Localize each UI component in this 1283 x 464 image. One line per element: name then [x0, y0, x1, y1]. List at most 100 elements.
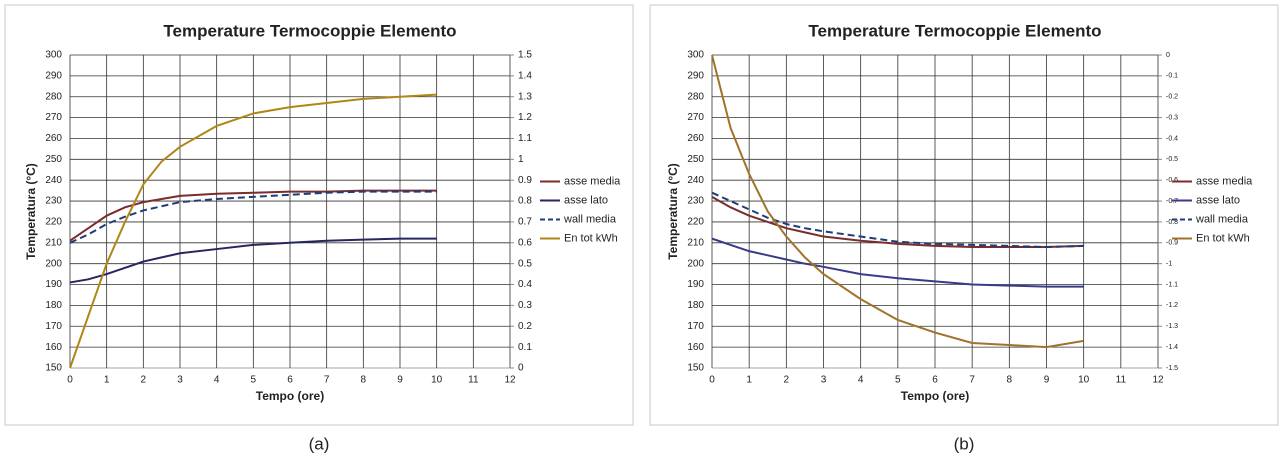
- legend-label: asse lato: [564, 194, 608, 206]
- y-tick-label: 190: [687, 279, 704, 290]
- x-tick-label: 9: [397, 375, 403, 386]
- y2-tick-label: -0.9: [1166, 240, 1178, 247]
- x-tick-label: 6: [932, 375, 938, 386]
- x-tick-label: 10: [1078, 375, 1090, 386]
- y2-tick-label: -1.3: [1166, 323, 1178, 330]
- y-tick-label: 180: [45, 300, 62, 311]
- y2-tick-label: -0.4: [1166, 135, 1178, 142]
- legend-label: En tot kWh: [564, 232, 618, 244]
- x-tick-label: 8: [1007, 375, 1013, 386]
- y2-tick-label: 0.2: [518, 321, 532, 332]
- x-tick-label: 12: [504, 375, 516, 386]
- x-tick-label: 3: [177, 375, 183, 386]
- y2-tick-label: -1.1: [1166, 281, 1178, 288]
- legend-label: En tot kWh: [1196, 232, 1250, 244]
- y-tick-label: 250: [45, 154, 62, 165]
- y-tick-label: 150: [687, 363, 704, 374]
- y-tick-label: 300: [45, 50, 62, 61]
- y2-tick-label: -0.3: [1166, 114, 1178, 121]
- y-tick-label: 160: [45, 342, 62, 353]
- chart-title: Temperature Termocoppie Elemento: [808, 21, 1101, 40]
- y2-tick-label: -0.5: [1166, 156, 1178, 163]
- y-tick-label: 230: [687, 196, 704, 207]
- y-tick-label: 260: [45, 133, 62, 144]
- x-tick-label: 9: [1044, 375, 1050, 386]
- y2-tick-label: 0.5: [518, 258, 532, 269]
- x-tick-label: 7: [324, 375, 330, 386]
- y2-tick-label: 1: [518, 154, 524, 165]
- legend-label: wall media: [1195, 213, 1249, 225]
- legend-label: asse media: [1196, 175, 1253, 187]
- y2-tick-label: 0.6: [518, 237, 532, 248]
- series-line: [711, 196, 1084, 248]
- y2-tick-label: 0.7: [518, 217, 532, 228]
- series-line: [711, 54, 1084, 349]
- y-tick-label: 160: [687, 342, 704, 353]
- y2-tick-label: 1.2: [518, 112, 532, 123]
- series-line: [69, 237, 437, 284]
- y-tick-label: 220: [687, 217, 704, 228]
- y-tick-label: 170: [45, 321, 62, 332]
- y-tick-label: 150: [45, 363, 62, 374]
- y2-tick-label: 0.9: [518, 175, 532, 186]
- x-tick-label: 4: [858, 375, 864, 386]
- x-tick-label: 4: [214, 375, 220, 386]
- x-tick-label: 5: [895, 375, 901, 386]
- x-tick-label: 0: [67, 375, 73, 386]
- x-tick-label: 7: [969, 375, 975, 386]
- y-tick-label: 290: [45, 71, 62, 82]
- chart-frame: [4, 4, 634, 426]
- y2-tick-label: -0.1: [1166, 73, 1178, 80]
- y-tick-label: 270: [687, 112, 704, 123]
- x-tick-label: 8: [361, 375, 367, 386]
- caption: (b): [954, 434, 975, 453]
- y2-tick-label: 1.1: [518, 133, 532, 144]
- y-tick-label: 170: [687, 321, 704, 332]
- x-tick-label: 11: [1116, 375, 1127, 386]
- x-tick-label: 3: [821, 375, 827, 386]
- y-tick-label: 190: [45, 279, 62, 290]
- y-tick-label: 210: [687, 237, 704, 248]
- y2-tick-label: 1.3: [518, 91, 532, 102]
- x-tick-label: 2: [784, 375, 790, 386]
- y2-tick-label: -0.2: [1166, 94, 1178, 101]
- y2-tick-label: -0.8: [1166, 219, 1178, 226]
- y-tick-label: 300: [687, 50, 704, 61]
- legend-label: wall media: [563, 213, 617, 225]
- y-tick-label: 280: [687, 91, 704, 102]
- y2-tick-label: 0: [1166, 52, 1170, 59]
- series-line: [69, 93, 437, 369]
- y-tick-label: 180: [687, 300, 704, 311]
- y-axis-label: Temperatura (°C): [666, 163, 680, 260]
- y-tick-label: 240: [687, 175, 704, 186]
- y2-tick-label: -1.5: [1166, 365, 1178, 372]
- x-tick-label: 6: [287, 375, 293, 386]
- series-line: [69, 190, 437, 244]
- y2-tick-label: 0.4: [518, 279, 532, 290]
- y-tick-label: 240: [45, 175, 62, 186]
- x-tick-label: 12: [1152, 375, 1164, 386]
- y-tick-label: 220: [45, 217, 62, 228]
- y2-tick-label: 0.8: [518, 196, 532, 207]
- chart-title: Temperature Termocoppie Elemento: [163, 21, 456, 40]
- y-tick-label: 250: [687, 154, 704, 165]
- y2-tick-label: 1.5: [518, 50, 532, 61]
- y2-tick-label: -1.4: [1166, 344, 1178, 351]
- y-tick-label: 260: [687, 133, 704, 144]
- x-tick-label: 2: [141, 375, 147, 386]
- y2-tick-label: 0.1: [518, 342, 532, 353]
- y-tick-label: 290: [687, 71, 704, 82]
- x-tick-label: 1: [104, 375, 110, 386]
- x-tick-label: 5: [251, 375, 257, 386]
- x-tick-label: 1: [746, 375, 752, 386]
- y-tick-label: 200: [45, 258, 62, 269]
- x-tick-label: 10: [431, 375, 443, 386]
- series-line: [69, 189, 437, 242]
- y-tick-label: 200: [687, 258, 704, 269]
- y2-tick-label: 0.3: [518, 300, 532, 311]
- y2-tick-label: -1: [1166, 261, 1172, 268]
- y2-tick-label: 0: [518, 363, 524, 374]
- y-tick-label: 280: [45, 91, 62, 102]
- x-axis-label: Tempo (ore): [901, 389, 969, 403]
